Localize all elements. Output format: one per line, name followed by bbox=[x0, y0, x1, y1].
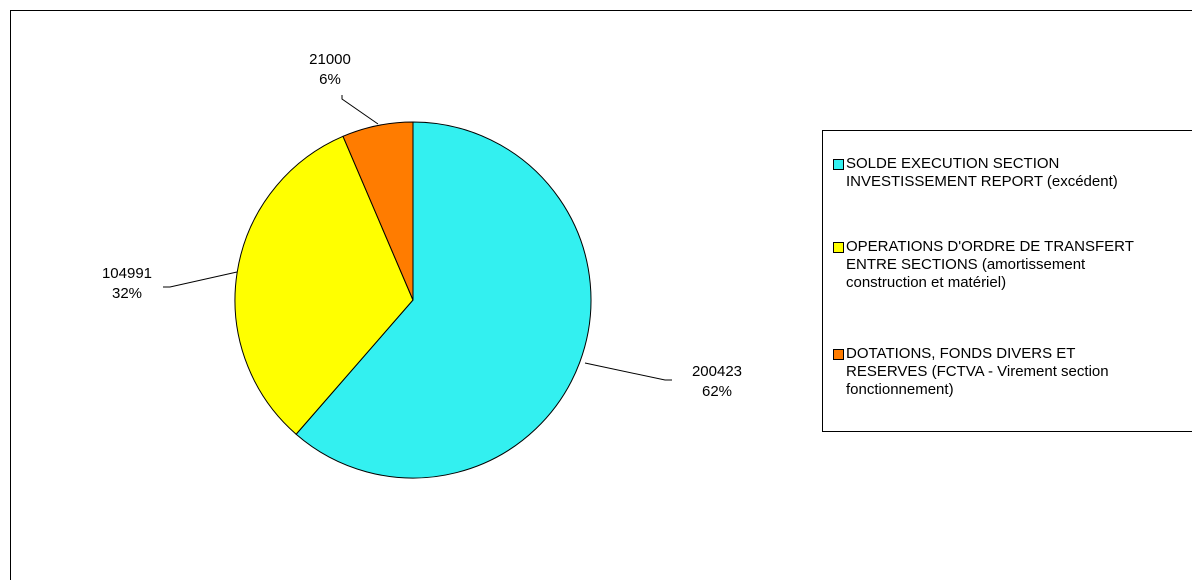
pie-slices bbox=[234, 121, 592, 479]
leader-line-dotations bbox=[341, 95, 379, 125]
legend-label-solde: SOLDE EXECUTION SECTION INVESTISSEMENT R… bbox=[846, 155, 1118, 190]
value-label-operations: 104991 bbox=[102, 265, 152, 282]
percent-label-dotations: 6% bbox=[319, 71, 341, 88]
legend-swatch-dotations bbox=[833, 349, 844, 360]
pie-slice-solde bbox=[295, 121, 592, 479]
percent-label-operations: 32% bbox=[112, 285, 142, 302]
legend-swatch-solde bbox=[833, 159, 844, 170]
legend-label-operations: OPERATIONS D'ORDRE DE TRANSFERT ENTRE SE… bbox=[846, 238, 1134, 291]
leader-line-solde bbox=[584, 362, 672, 381]
pie-slice-dotations bbox=[342, 121, 414, 301]
legend-label-dotations: DOTATIONS, FONDS DIVERS ET RESERVES (FCT… bbox=[846, 345, 1109, 398]
value-label-solde: 200423 bbox=[692, 363, 742, 380]
legend-swatch-operations bbox=[833, 242, 844, 253]
percent-label-solde: 62% bbox=[702, 383, 732, 400]
data-labels: 200423 62% 104991 32% 21000 6% bbox=[102, 51, 742, 400]
value-label-dotations: 21000 bbox=[309, 51, 351, 68]
legend: SOLDE EXECUTION SECTION INVESTISSEMENT R… bbox=[822, 130, 1192, 432]
leader-line-operations bbox=[163, 271, 238, 288]
leader-lines bbox=[163, 95, 672, 381]
chart-frame bbox=[10, 10, 1192, 580]
pie-slice-operations bbox=[234, 135, 414, 435]
